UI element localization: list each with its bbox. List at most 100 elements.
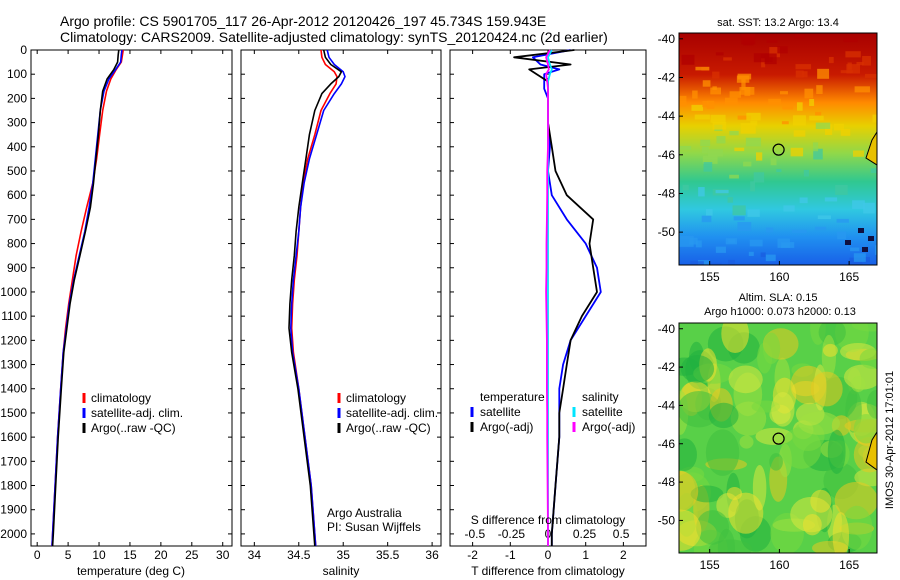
- t-difference-axis-ticks: -2 -1 0 1 2: [450, 49, 646, 562]
- series-line-salinity-argo-adj: [545, 49, 551, 546]
- salinity-axis-ticks: 34 34.5 35 35.5 36: [241, 49, 441, 562]
- s-difference-tick-label: -0.5: [465, 527, 486, 541]
- salinity-axis-label: salinity: [323, 564, 360, 578]
- latitude-tick-label: -42: [658, 360, 676, 374]
- salinity-profile-panel: 34 34.5 35 35.5 36 climatologysatellite-adj.…: [240, 49, 442, 578]
- salinity-tick-label: 36: [425, 548, 439, 562]
- argo-float-marker: [772, 432, 785, 445]
- latitude-tick-label: -42: [658, 70, 676, 84]
- depth-tick-label: 400: [7, 140, 27, 154]
- salinity-plot-frame: [240, 49, 442, 547]
- difference-series-lines: [513, 49, 602, 546]
- depth-tick-label: 1500: [0, 406, 27, 420]
- s-difference-tick-label: 0.25: [573, 527, 597, 541]
- depth-tick-label: 1000: [0, 285, 27, 299]
- t-difference-tick-label: 1: [582, 548, 589, 562]
- latitude-tick-label: -50: [658, 225, 676, 239]
- sla-map-title: Altim. SLA: 0.15: [739, 292, 818, 304]
- figure-title: Argo profile: CS 5901705_117 26-Apr-2012…: [60, 13, 546, 29]
- salinity-tick-label: 34.5: [287, 548, 311, 562]
- latitude-tick-label: -50: [658, 513, 676, 527]
- temperature-axis-ticks: 0 5 10 15 20 25 30: [34, 50, 230, 562]
- salinity-series-lines: [288, 49, 346, 547]
- depth-tick-label: 700: [7, 212, 27, 226]
- series-line-temperature-argo-adj: [513, 49, 598, 546]
- s-difference-tick-label: -0.25: [498, 527, 526, 541]
- argo-float-marker: [772, 143, 785, 156]
- temperature-tick-label: 0: [34, 548, 41, 562]
- t-difference-tick-label: -1: [505, 548, 516, 562]
- coastline-shape: [865, 431, 877, 471]
- sst-map-panel: sat. SST: 13.2 Argo: 13.4 155 160 165 -40 -4…: [658, 17, 878, 284]
- temperature-tick-label: 30: [216, 548, 230, 562]
- legend-entry: satellite: [480, 405, 521, 419]
- sst-map-axis-ticks: 155 160 165 -40 -42 -44 -46 -48 -50: [658, 32, 860, 284]
- temperature-axis-label: temperature (deg C): [77, 564, 185, 578]
- latitude-tick-label: -48: [658, 186, 676, 200]
- s-difference-axis-label: S difference from climatology: [471, 513, 626, 527]
- depth-tick-label: 1300: [0, 358, 27, 372]
- series-line-argo-raw-qc: [288, 49, 343, 547]
- legend-entry: Argo(..raw -QC): [346, 421, 431, 435]
- temperature-profile-panel: 0100200300400500600700800900100011001200…: [0, 43, 233, 578]
- depth-tick-label: 2000: [0, 527, 27, 541]
- longitude-tick-label: 165: [839, 270, 859, 284]
- t-difference-tick-label: 2: [620, 548, 627, 562]
- legend-entry: Argo(-adj): [582, 420, 635, 434]
- depth-tick-label: 800: [7, 237, 27, 251]
- sst-map-image: [679, 33, 877, 265]
- sst-map-title: sat. SST: 13.2 Argo: 13.4: [717, 17, 839, 29]
- legend-entry: Argo(..raw -QC): [91, 421, 176, 435]
- sla-map-subtitle: Argo h1000: 0.073 h2000: 0.13: [704, 306, 856, 318]
- temperature-tick-label: 20: [154, 548, 168, 562]
- depth-tick-label: 1400: [0, 382, 27, 396]
- t-difference-tick-label: -2: [467, 548, 478, 562]
- depth-tick-label: 200: [7, 91, 27, 105]
- depth-tick-label: 1900: [0, 503, 27, 517]
- salinity-tick-label: 35: [337, 548, 351, 562]
- t-difference-axis-label: T difference from climatology: [471, 564, 625, 578]
- temperature-series-lines: [51, 49, 124, 547]
- legend-group-title: temperature: [480, 390, 545, 404]
- latitude-tick-label: -44: [658, 109, 676, 123]
- depth-tick-label: 900: [7, 261, 27, 275]
- credit-pi: PI: Susan Wijffels: [327, 520, 421, 534]
- difference-profile-panel: -2 -1 0 1 2 -0.5 -0.25 0 0.25 0.5 temperaturesat…: [449, 49, 647, 578]
- depth-tick-label: 1600: [0, 430, 27, 444]
- t-difference-tick-label: 0: [545, 548, 552, 562]
- depth-tick-label: 500: [7, 164, 27, 178]
- series-line-satellite-adj-clim: [289, 49, 346, 547]
- difference-legend: temperaturesatelliteArgo(-adj)salinitysa…: [470, 390, 635, 434]
- depth-tick-label: 1700: [0, 454, 27, 468]
- series-line-argo-raw-qc: [51, 49, 120, 547]
- longitude-tick-label: 155: [700, 270, 720, 284]
- sla-map-image: [679, 323, 877, 553]
- latitude-tick-label: -46: [658, 148, 676, 162]
- latitude-tick-label: -40: [658, 32, 676, 46]
- longitude-tick-label: 160: [769, 558, 789, 572]
- legend-group-title: salinity: [582, 390, 619, 404]
- depth-tick-label: 300: [7, 116, 27, 130]
- latitude-tick-label: -44: [658, 398, 676, 412]
- imos-timestamp-label: IMOS 30-Apr-2012 17:01:01: [884, 371, 896, 509]
- s-difference-tick-label: 0.5: [613, 527, 630, 541]
- coastline-shape: [865, 131, 877, 166]
- sla-map-panel: Altim. SLA: 0.15 Argo h1000: 0.073 h2000…: [658, 292, 878, 572]
- temperature-tick-label: 25: [185, 548, 199, 562]
- depth-tick-label: 100: [7, 67, 27, 81]
- legend-entry: climatology: [346, 391, 406, 405]
- depth-tick-label: 1100: [1, 309, 27, 323]
- depth-tick-label: 0: [20, 43, 27, 57]
- latitude-tick-label: -48: [658, 475, 676, 489]
- latitude-tick-label: -46: [658, 437, 676, 451]
- legend-entry: Argo(-adj): [480, 420, 533, 434]
- temperature-tick-label: 10: [92, 548, 106, 562]
- sst-map-frame: [678, 32, 878, 266]
- legend-entry: climatology: [91, 391, 151, 405]
- credit-institution: Argo Australia: [327, 506, 402, 520]
- salinity-tick-label: 35.5: [376, 548, 400, 562]
- depth-tick-label: 1800: [0, 479, 27, 493]
- depth-tick-label: 600: [7, 188, 27, 202]
